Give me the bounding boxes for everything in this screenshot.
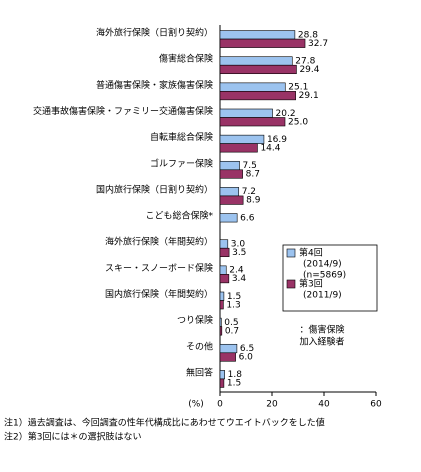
category-label: 国内旅行保険（日割り契約）	[96, 183, 213, 195]
bar	[219, 30, 296, 40]
annotation: 加入経験者	[299, 336, 344, 348]
category-label: 普通傷害保険・家族傷害保険	[96, 79, 213, 91]
bar	[219, 195, 244, 205]
value-label: 2.4	[229, 266, 244, 276]
bar	[219, 64, 297, 75]
value-label: 0.7	[225, 326, 239, 336]
bar	[219, 91, 296, 101]
value-label: 1.3	[226, 300, 240, 310]
value-label: 1.8	[228, 370, 243, 380]
value-label: 25.0	[288, 117, 308, 127]
bar	[219, 352, 236, 362]
legend-swatch	[286, 248, 296, 258]
value-label: 6.5	[240, 344, 254, 354]
bar	[219, 239, 229, 249]
x-tick-label: 40	[318, 400, 330, 410]
bar	[219, 187, 240, 197]
category-label: 自転車総合保険	[150, 131, 213, 143]
bar	[219, 108, 273, 118]
bar	[219, 265, 227, 275]
annotation: ：傷害保険	[299, 324, 344, 336]
legend-period: (2014/9)	[303, 260, 342, 270]
value-label: 6.0	[239, 353, 254, 363]
category-label: スキー・スノーボード保険	[105, 262, 213, 274]
value-label: 29.1	[299, 91, 319, 101]
category-label: ゴルファー保険	[150, 157, 213, 169]
value-label: 7.5	[243, 161, 257, 171]
bar	[219, 343, 238, 354]
value-label: 28.8	[298, 30, 318, 40]
bar	[219, 134, 265, 144]
legend-swatch	[286, 279, 296, 289]
bar	[219, 300, 224, 310]
category-label: 国内旅行保険（年間契約）	[105, 288, 213, 300]
value-label: 16.9	[267, 135, 287, 145]
value-label: 25.1	[288, 83, 308, 93]
bar	[219, 169, 243, 179]
bar	[219, 117, 286, 127]
value-label: 27.8	[295, 56, 315, 66]
value-label: 1.5	[227, 379, 241, 389]
value-label: 3.4	[232, 274, 247, 284]
x-tick-label: 0	[217, 400, 223, 410]
legend-label: 第4回	[299, 247, 323, 259]
value-label: 8.7	[246, 170, 260, 180]
bar	[219, 82, 286, 92]
note: 注1）過去調査は、今回調査の性年代構成比にあわせてウエイトバックをした値	[4, 417, 325, 429]
legend-period: (2011/9)	[303, 291, 342, 301]
x-tick-label: 20	[266, 400, 278, 410]
bar	[219, 160, 240, 171]
bar	[219, 213, 238, 223]
bar	[219, 370, 225, 380]
x-tick-label: 60	[370, 400, 382, 410]
bar	[219, 247, 230, 258]
bar	[219, 378, 225, 388]
category-label: こども総合保険*	[145, 210, 213, 222]
value-label: 32.7	[308, 39, 328, 49]
category-label: 海外旅行保険（年間契約）	[105, 236, 213, 248]
category-label: 交通事故傷害保険・ファミリー交通傷害保険	[33, 105, 213, 117]
value-label: 3.5	[232, 248, 246, 258]
category-label: 海外旅行保険（日割り契約）	[96, 27, 213, 39]
value-label: 8.9	[246, 196, 261, 206]
legend-box	[282, 244, 378, 312]
category-label: その他	[186, 340, 213, 352]
category-label: 傷害総合保険	[159, 53, 213, 65]
x-unit: (%)	[188, 400, 204, 410]
value-label: 14.4	[260, 143, 280, 153]
bar	[219, 291, 225, 301]
value-label: 29.4	[299, 65, 319, 75]
bar	[219, 326, 223, 336]
value-label: 20.2	[276, 109, 296, 119]
category-label: 無回答	[186, 366, 213, 378]
value-label: 1.5	[227, 292, 241, 302]
legend-label: 第3回	[299, 278, 323, 290]
legend-sample: (n=5869)	[303, 271, 346, 281]
bar	[219, 143, 258, 153]
value-label: 3.0	[231, 239, 246, 249]
bar	[219, 56, 293, 66]
bar	[219, 274, 230, 284]
value-label: 0.5	[224, 318, 238, 328]
note: 注2）第3回には＊の選択肢はない	[4, 431, 141, 443]
bar	[219, 38, 306, 48]
value-label: 6.6	[240, 213, 255, 223]
category-label: つり保険	[177, 314, 213, 326]
bar	[219, 317, 222, 327]
value-label: 7.2	[242, 187, 256, 197]
